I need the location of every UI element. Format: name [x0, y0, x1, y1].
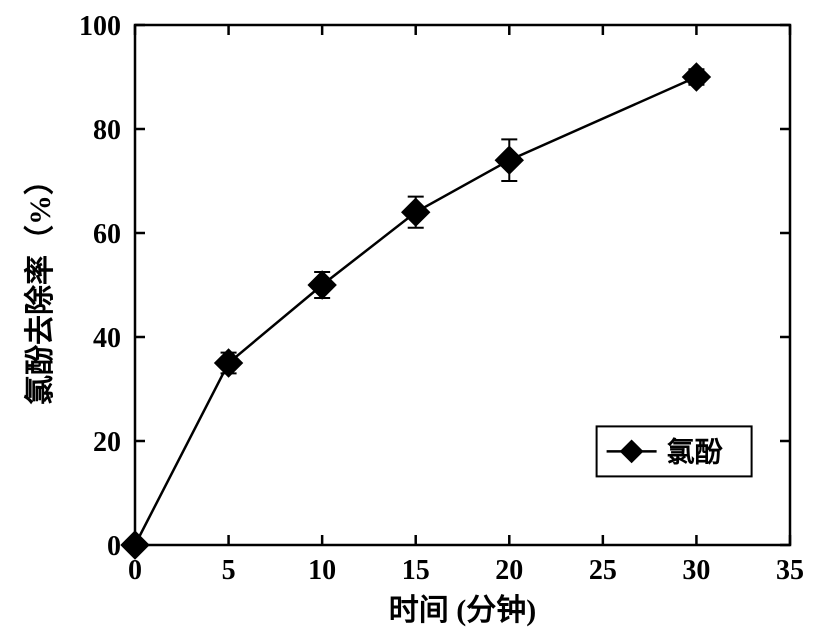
y-tick-label: 40	[93, 323, 121, 354]
chart-container: 05101520253035020406080100时间 (分钟)氯酚去除率（%…	[0, 0, 825, 639]
x-tick-label: 20	[495, 555, 523, 586]
x-tick-label: 5	[222, 555, 236, 586]
x-tick-label: 10	[308, 555, 336, 586]
y-tick-label: 100	[79, 11, 121, 42]
y-axis-label: 氯酚去除率（%）	[23, 165, 57, 405]
x-tick-label: 25	[589, 555, 617, 586]
y-tick-label: 0	[107, 531, 121, 562]
legend-label: 氯酚	[667, 436, 724, 468]
y-tick-label: 20	[93, 427, 121, 458]
x-tick-label: 35	[776, 555, 804, 586]
x-tick-label: 15	[402, 555, 430, 586]
x-tick-label: 30	[682, 555, 710, 586]
y-tick-label: 80	[93, 115, 121, 146]
x-axis-label: 时间 (分钟)	[389, 594, 536, 627]
chart-svg: 05101520253035020406080100时间 (分钟)氯酚去除率（%…	[0, 0, 825, 639]
y-tick-label: 60	[93, 219, 121, 250]
